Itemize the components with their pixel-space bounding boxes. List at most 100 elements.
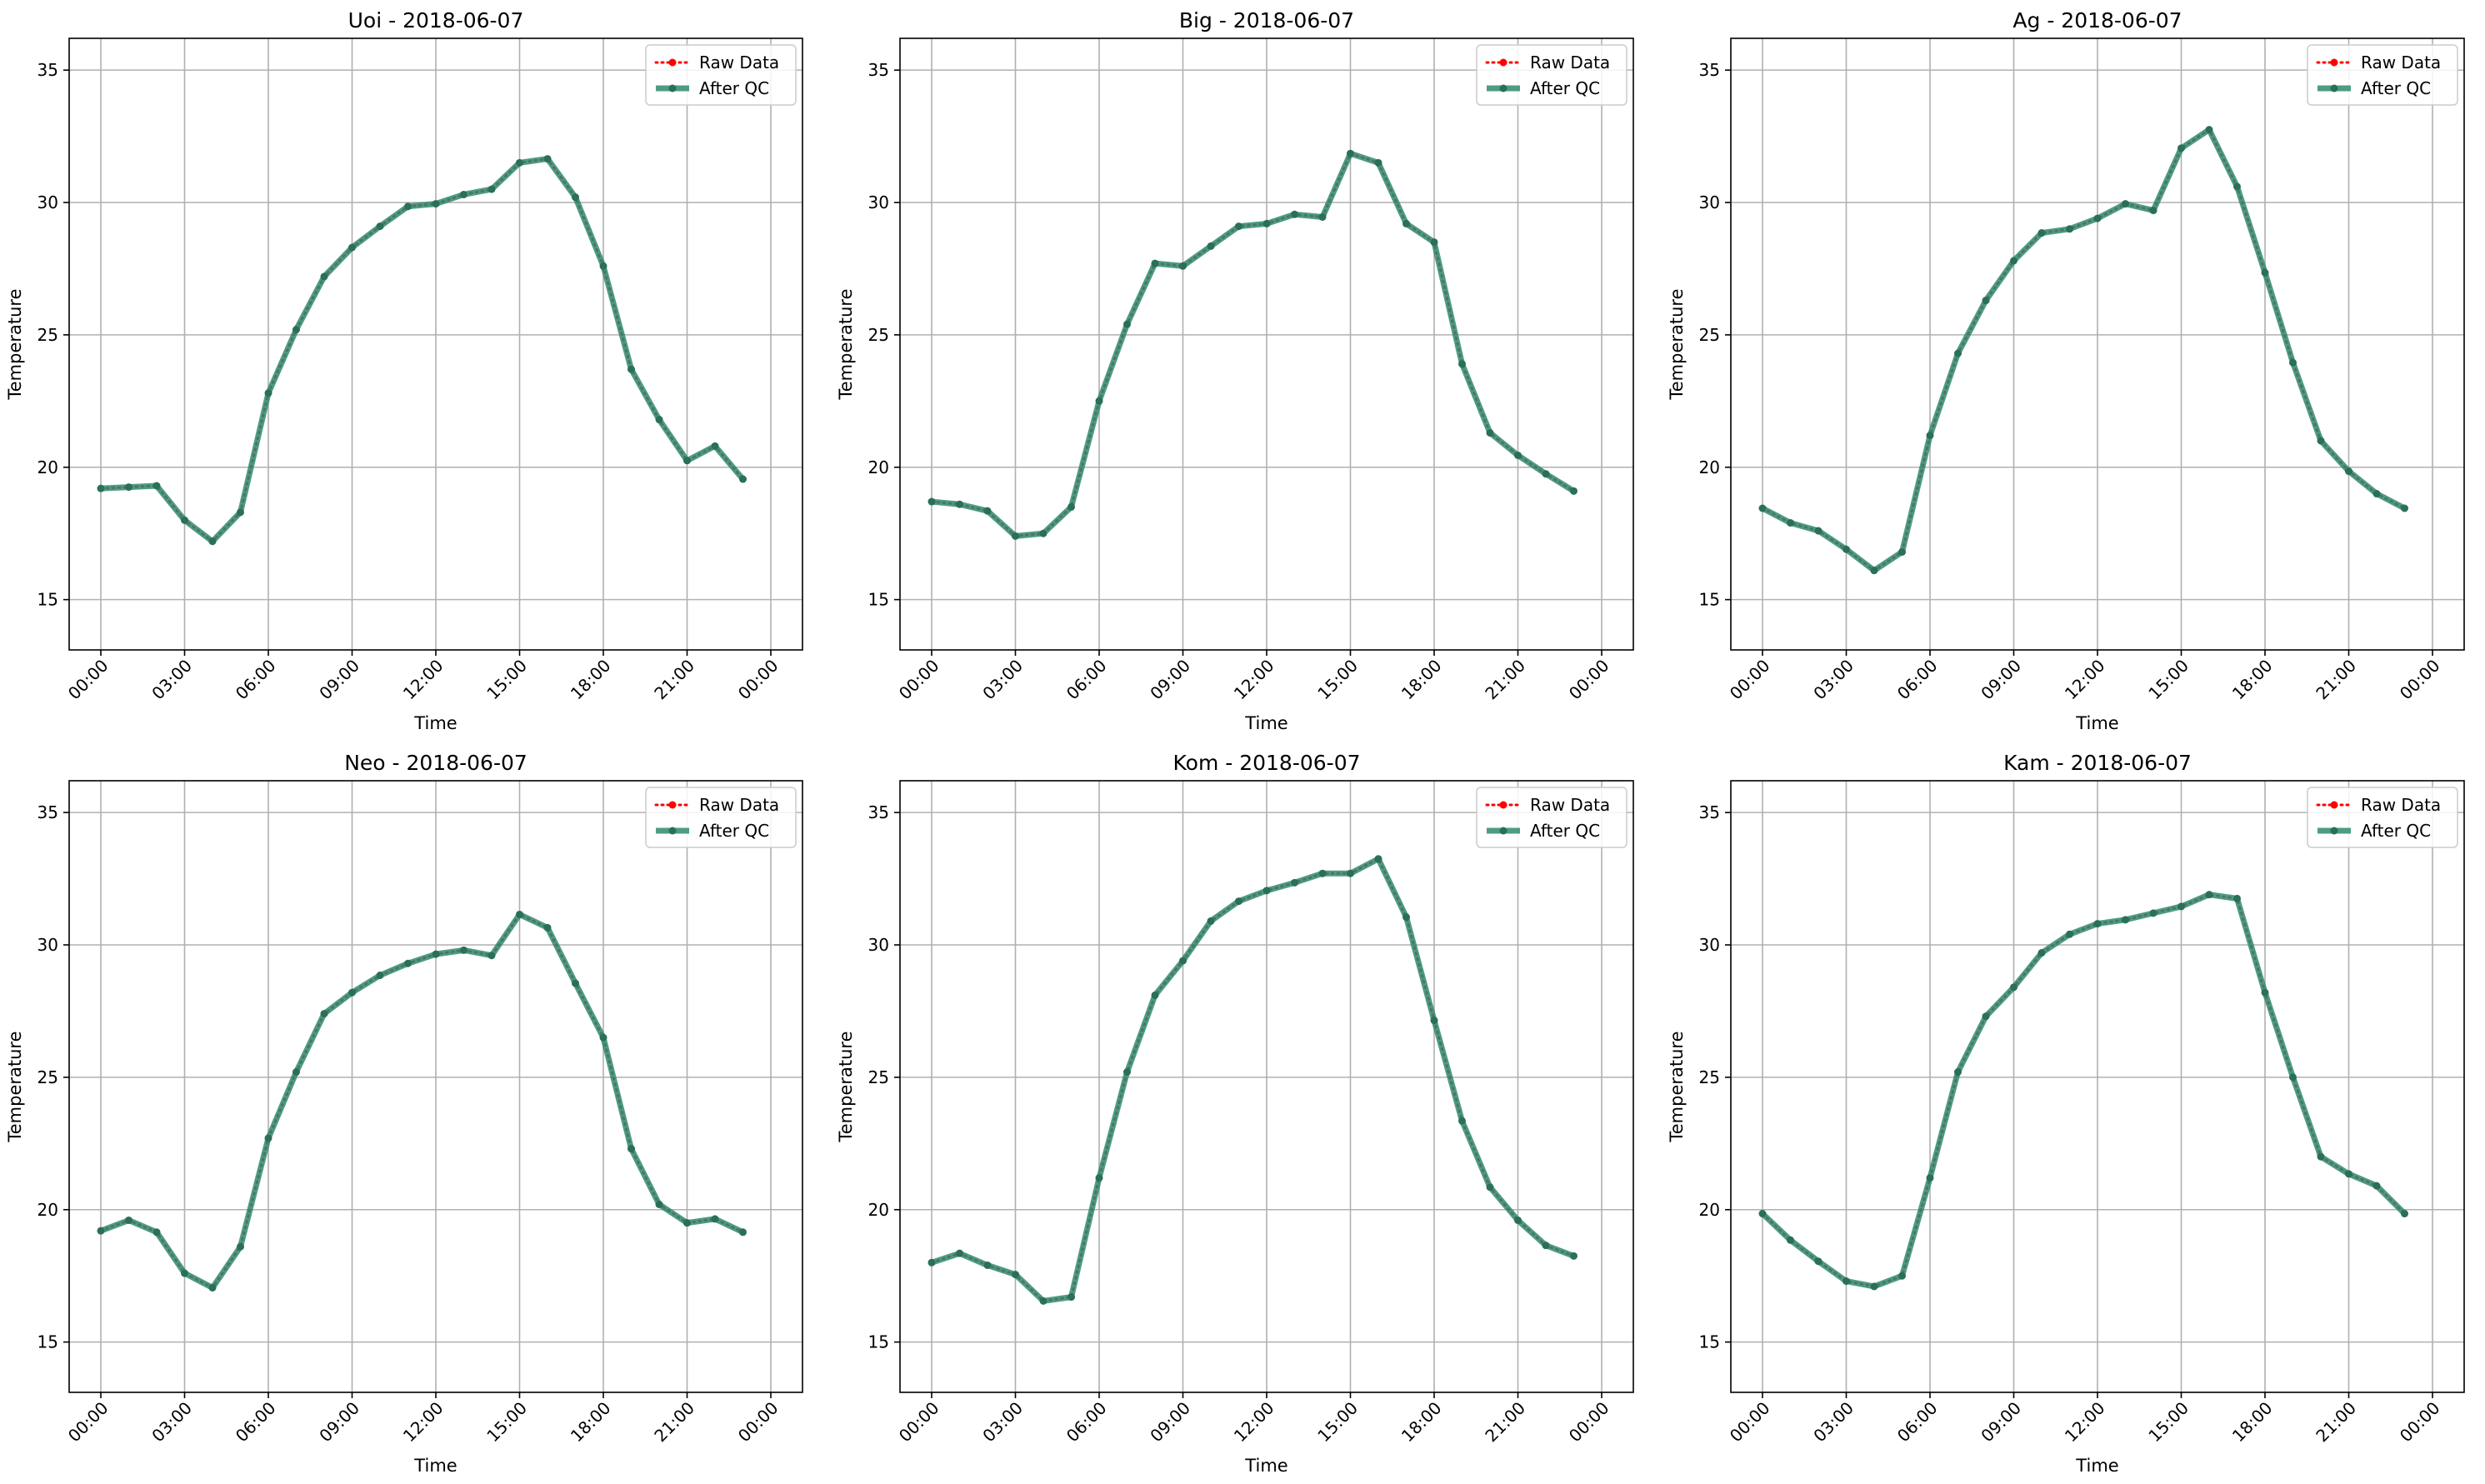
data-point-after-qc: [1039, 1297, 1048, 1305]
data-point-after-qc: [1012, 532, 1019, 540]
x-tick-label: 18:00: [2228, 1398, 2277, 1447]
x-tick-label: 00:00: [2396, 656, 2444, 704]
data-point-after-qc: [572, 979, 579, 987]
data-point-after-qc: [2093, 920, 2102, 928]
y-tick-label: 15: [38, 590, 58, 610]
data-point-after-qc: [628, 1145, 635, 1153]
legend-marker-after-qc: [2330, 84, 2338, 92]
data-point-after-qc: [125, 483, 132, 492]
data-point-after-qc: [1039, 529, 1048, 537]
chart-title: Neo - 2018-06-07: [344, 751, 528, 775]
series-line-raw-data: [1761, 127, 2406, 572]
data-point-after-qc: [1458, 360, 1466, 368]
legend-marker-raw-data: [1499, 801, 1508, 809]
chart-panel: 15 20 25 30 35 00:00 03:00 06:00 09:00 12:00 15:00…: [5, 751, 803, 1476]
x-tick-label: 00:00: [1565, 1398, 1613, 1447]
chart-panel: 15 20 25 30 35 00:00 03:00 06:00 09:00 12:00 15:00…: [1667, 751, 2465, 1476]
data-point-after-qc: [1430, 1017, 1438, 1025]
data-point-after-qc: [376, 972, 384, 980]
x-tick-label: 03:00: [148, 1398, 196, 1447]
legend-label: Raw Data: [699, 795, 779, 815]
data-point-after-qc: [1095, 397, 1103, 405]
data-point-after-qc: [1262, 219, 1271, 227]
y-tick-label: 30: [1699, 935, 1720, 955]
x-tick-label: 03:00: [978, 1398, 1027, 1447]
data-point-after-qc: [2066, 930, 2073, 938]
y-tick-label: 35: [1699, 60, 1720, 80]
x-tick-label: 15:00: [482, 1398, 531, 1447]
data-point-after-qc: [928, 497, 936, 506]
data-point-after-qc: [1758, 1210, 1767, 1218]
data-point-after-qc: [1842, 545, 1850, 553]
x-axis-label: Time: [413, 713, 457, 733]
y-tick-label: 20: [1699, 457, 1720, 477]
data-point-after-qc: [572, 193, 579, 202]
y-tick-label: 35: [1699, 802, 1720, 822]
data-point-after-qc: [1235, 897, 1242, 906]
series-line-after-qc: [931, 150, 1576, 539]
data-point-after-qc: [739, 475, 747, 483]
x-tick-label: 00:00: [64, 1398, 112, 1447]
data-point-after-qc: [460, 190, 468, 198]
legend-marker-raw-data: [2330, 801, 2338, 809]
y-tick-label: 35: [868, 802, 889, 822]
data-point-after-qc: [683, 457, 691, 465]
data-point-after-qc: [1235, 222, 1242, 231]
legend-label: Raw Data: [1530, 795, 1610, 815]
x-tick-label: 18:00: [1398, 656, 1446, 704]
data-point-after-qc: [2178, 902, 2185, 911]
series-line-raw-data: [1761, 893, 2406, 1288]
data-point-after-qc: [1542, 470, 1550, 478]
data-point-after-qc: [2122, 916, 2129, 924]
data-point-after-qc: [711, 1215, 719, 1223]
chart-panel: 15 20 25 30 35 00:00 03:00 06:00 09:00 12:00 15:00…: [836, 8, 1634, 733]
data-point-after-qc: [292, 1068, 300, 1077]
x-tick-label: 09:00: [315, 1398, 363, 1447]
data-point-after-qc: [1814, 527, 1822, 535]
x-tick-label: 09:00: [1146, 1398, 1194, 1447]
series-line-raw-data: [99, 912, 744, 1290]
x-tick-label: 06:00: [232, 1398, 280, 1447]
x-tick-label: 00:00: [2396, 1398, 2444, 1447]
data-point-after-qc: [1814, 1257, 1822, 1266]
data-point-after-qc: [404, 202, 412, 211]
data-point-after-qc: [2149, 207, 2158, 215]
data-point-after-qc: [2317, 1152, 2325, 1161]
x-tick-label: 00:00: [64, 656, 112, 704]
y-tick-label: 25: [38, 1067, 58, 1087]
legend-marker-after-qc: [1499, 84, 1508, 92]
y-tick-label: 30: [38, 935, 58, 955]
data-point-after-qc: [1458, 1117, 1466, 1125]
y-tick-label: 15: [868, 590, 889, 610]
data-point-after-qc: [1207, 242, 1215, 250]
data-point-after-qc: [348, 243, 356, 252]
data-point-after-qc: [543, 923, 552, 932]
x-tick-label: 18:00: [2228, 656, 2277, 704]
legend-label: After QC: [2361, 821, 2431, 841]
data-point-after-qc: [2149, 909, 2158, 917]
data-point-after-qc: [1318, 212, 1327, 221]
x-tick-label: 12:00: [2061, 1398, 2109, 1447]
data-point-after-qc: [1787, 518, 1794, 527]
data-point-after-qc: [599, 1033, 608, 1042]
x-tick-label: 00:00: [1565, 656, 1613, 704]
data-point-after-qc: [928, 1258, 936, 1267]
data-point-after-qc: [1291, 210, 1298, 218]
data-point-after-qc: [2178, 144, 2185, 152]
y-axis-label: Temperature: [836, 288, 856, 400]
data-point-after-qc: [432, 950, 440, 958]
x-tick-label: 15:00: [1313, 1398, 1362, 1447]
data-point-after-qc: [2038, 229, 2046, 237]
y-tick-label: 25: [868, 325, 889, 345]
series-line-after-qc: [1761, 127, 2407, 574]
data-point-after-qc: [460, 946, 468, 954]
data-point-after-qc: [516, 158, 523, 167]
data-point-after-qc: [1318, 869, 1327, 877]
data-point-after-qc: [2261, 988, 2269, 997]
x-tick-label: 06:00: [232, 656, 280, 704]
y-tick-label: 25: [38, 325, 58, 345]
data-point-after-qc: [2345, 467, 2352, 476]
data-point-after-qc: [1262, 887, 1271, 895]
data-point-after-qc: [1347, 149, 1354, 157]
x-tick-label: 18:00: [567, 656, 615, 704]
